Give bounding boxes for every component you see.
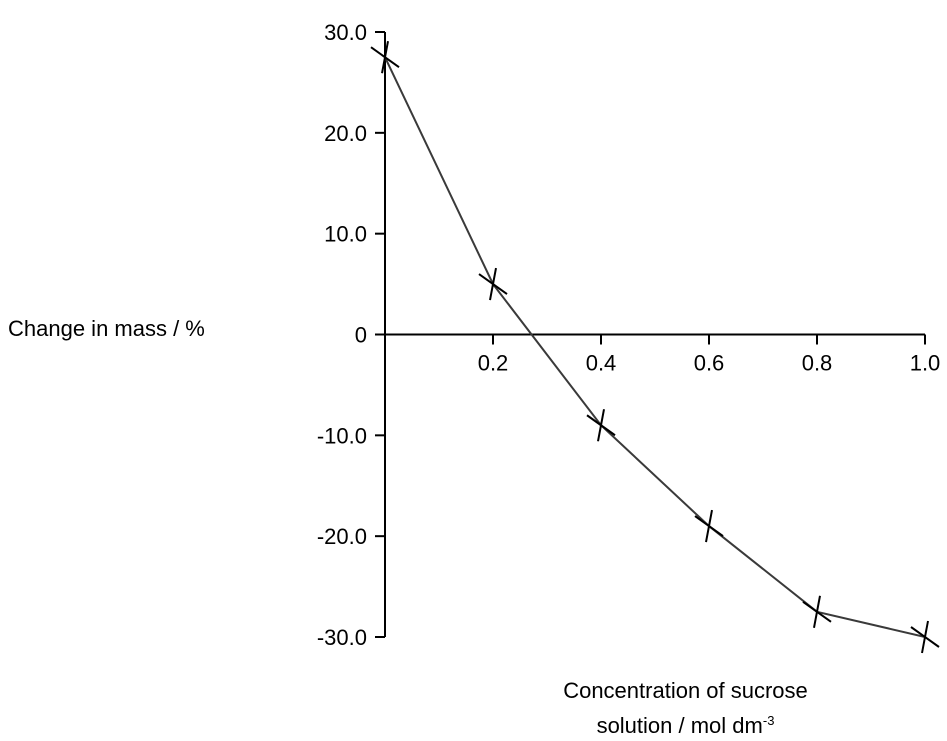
y-tick-label: -10.0 <box>317 423 367 448</box>
y-tick-label: 0 <box>355 323 367 348</box>
data-point-marker <box>694 509 724 543</box>
x-axis-label-line1: Concentration of sucrose <box>563 678 808 703</box>
axes <box>384 32 925 637</box>
data-point-marker <box>802 595 832 628</box>
y-axis-label: Change in mass / % <box>8 316 205 341</box>
y-tick-label: 30.0 <box>324 20 367 45</box>
x-axis-label: Concentration of sucrose solution / mol … <box>513 676 858 741</box>
x-axis-label-superscript: -3 <box>762 713 775 728</box>
x-tick-label: 0.6 <box>694 351 725 376</box>
marker-stroke <box>813 595 821 628</box>
y-tick-label: 20.0 <box>324 121 367 146</box>
marker-stroke <box>597 409 605 442</box>
ticks: 30.0 20.0 10.0 0 -10.0 -20.0 -30.0 0.2 0.4 0.6 0.8… <box>317 20 940 650</box>
data-point-marker <box>370 41 400 74</box>
series <box>370 41 940 654</box>
data-point-marker <box>586 409 616 442</box>
y-tick-label: 10.0 <box>324 222 367 247</box>
x-tick-label: 0.8 <box>802 351 833 376</box>
data-point-marker <box>910 620 940 654</box>
marker-stroke <box>921 620 929 654</box>
series-line <box>384 56 926 638</box>
data-point-marker <box>478 267 508 301</box>
marker-stroke <box>381 41 389 74</box>
marker-stroke <box>489 267 497 301</box>
x-axis-label-line2: solution / mol dm-3 <box>513 706 858 741</box>
x-axis-label-line2-text: solution / mol dm <box>596 713 763 738</box>
y-tick-label: -30.0 <box>317 625 367 650</box>
marker-stroke <box>705 509 713 543</box>
y-tick-label: -20.0 <box>317 524 367 549</box>
x-tick-label: 0.4 <box>586 351 617 376</box>
x-tick-label: 1.0 <box>910 351 941 376</box>
x-tick-label: 0.2 <box>478 351 509 376</box>
